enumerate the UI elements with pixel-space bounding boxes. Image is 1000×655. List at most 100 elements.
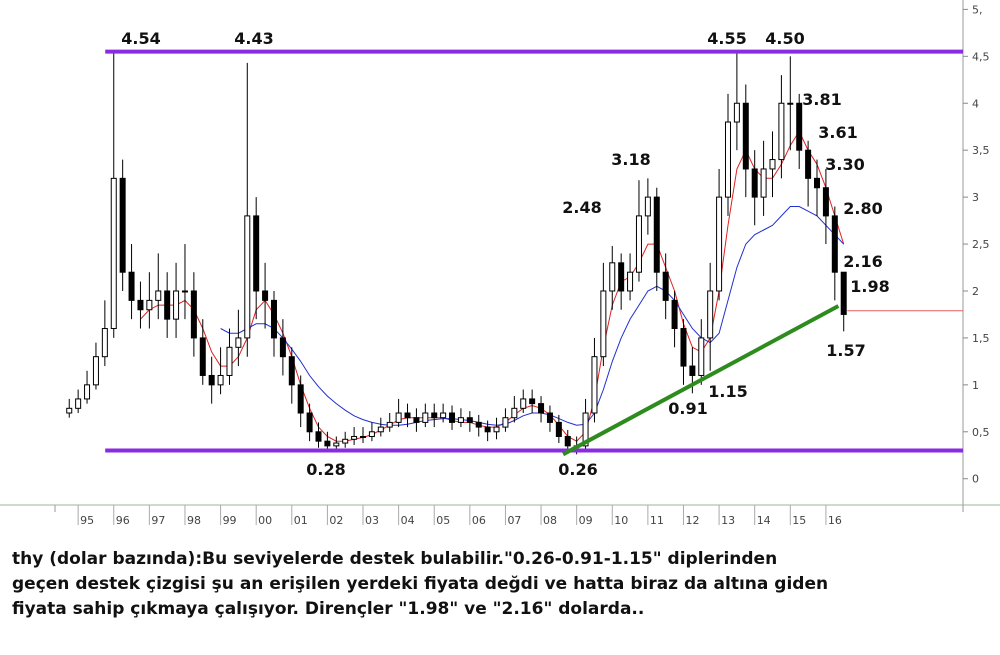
candle-body <box>546 412 553 423</box>
candle-body <box>760 168 767 198</box>
candle-body <box>181 290 188 293</box>
y-tick-label: 3,5 <box>972 144 990 157</box>
candle-body <box>360 435 367 438</box>
x-tick-label: 07 <box>507 514 521 527</box>
candle-body <box>235 337 242 348</box>
annotation: 0.28 <box>306 460 345 479</box>
candle-body <box>600 290 607 358</box>
x-tick-label: 10 <box>614 514 628 527</box>
candle-body <box>529 398 536 405</box>
annotation: 1.57 <box>826 341 865 360</box>
annotation: 0.26 <box>558 460 597 479</box>
annotation: 2.16 <box>843 252 882 271</box>
x-tick-label: 04 <box>401 514 415 527</box>
candle-body <box>413 417 420 423</box>
candle-body <box>92 356 99 386</box>
x-tick-label: 14 <box>757 514 771 527</box>
candle-body <box>155 290 162 301</box>
chart: 0 0,5 1 1,5 2 2,5 3 3,5 4 4,5 5, 95 96 97 98 99 00 01 02 03… <box>0 0 1000 527</box>
candle-body <box>386 421 393 428</box>
candle-body <box>671 299 678 330</box>
x-tick-label: 96 <box>116 514 130 527</box>
candle-body <box>707 290 714 339</box>
x-tick-label: 06 <box>472 514 486 527</box>
caption-line: geçen destek çizgisi şu an erişilen yerd… <box>12 574 829 594</box>
annotation: 3.30 <box>825 155 864 174</box>
candle-body <box>493 426 500 433</box>
annotation: 2.48 <box>562 198 601 217</box>
y-tick-label: 2 <box>972 285 979 298</box>
candle-body <box>270 299 277 339</box>
y-tick-label: 4,5 <box>972 50 990 63</box>
candle-body <box>137 299 144 311</box>
candle-body <box>190 290 197 339</box>
x-tick-label: 02 <box>329 514 343 527</box>
candle-body <box>431 412 438 419</box>
x-tick-label: 05 <box>436 514 450 527</box>
candle-body <box>822 187 829 217</box>
candle-body <box>751 168 758 198</box>
x-tick-label: 99 <box>223 514 237 527</box>
x-tick-label: 09 <box>579 514 593 527</box>
candle-body <box>538 403 545 414</box>
candle-body <box>511 407 518 419</box>
candle-body <box>609 262 616 292</box>
x-tick-label: 97 <box>151 514 165 527</box>
candle-body <box>814 177 821 189</box>
candle-body <box>582 412 589 447</box>
candle-body <box>627 271 634 292</box>
x-tick-label: 12 <box>685 514 699 527</box>
candle-body <box>75 398 82 409</box>
y-tick-label: 3 <box>972 191 979 204</box>
candle-body <box>787 102 794 105</box>
annotation: 1.15 <box>708 382 747 401</box>
candle-body <box>66 407 73 414</box>
candle-body <box>404 412 411 419</box>
candle-body <box>502 417 509 428</box>
candle-body <box>635 215 642 273</box>
candle-body <box>831 215 838 273</box>
candle-body <box>351 435 358 440</box>
candle-body <box>377 426 384 433</box>
annotation: 4.50 <box>765 29 804 48</box>
x-tick-label: 08 <box>543 514 557 527</box>
candle-body <box>457 417 464 423</box>
annotation: 4.54 <box>121 29 160 48</box>
candle-body <box>279 337 286 358</box>
candle-body <box>618 262 625 292</box>
candle-body <box>724 121 731 198</box>
candle-body <box>226 346 233 376</box>
candle-body <box>146 299 153 311</box>
candle-body <box>110 177 117 330</box>
candle-body <box>119 177 126 273</box>
candle-body <box>805 149 812 179</box>
candle-body <box>244 215 251 339</box>
x-tick-label: 15 <box>792 514 806 527</box>
candle-body <box>253 215 260 292</box>
candle-body <box>840 271 847 315</box>
candle-body <box>769 159 776 170</box>
annotation: 2.80 <box>843 199 882 218</box>
moving-average <box>140 130 845 442</box>
caption-line: thy (dolar bazında):Bu seviyelerde deste… <box>12 549 778 569</box>
y-tick-label: 0,5 <box>972 426 990 439</box>
x-tick-label: 98 <box>187 514 201 527</box>
candle-body <box>288 356 295 386</box>
candle-body <box>173 290 180 320</box>
candle-body <box>199 337 206 376</box>
support-line <box>562 304 840 457</box>
y-tick-label: 1,5 <box>972 332 990 345</box>
candle-body <box>778 102 785 161</box>
x-tick-label: 03 <box>365 514 379 527</box>
candle-body <box>698 337 705 376</box>
candle-body <box>395 412 402 423</box>
candle-body <box>128 271 135 301</box>
candle-body <box>689 365 696 376</box>
candle-body <box>662 271 669 301</box>
candle-body <box>84 384 91 400</box>
candle-body <box>520 398 527 409</box>
y-tick-label: 1 <box>972 379 979 392</box>
annotation: 1.98 <box>850 277 889 296</box>
candle-body <box>591 356 598 414</box>
